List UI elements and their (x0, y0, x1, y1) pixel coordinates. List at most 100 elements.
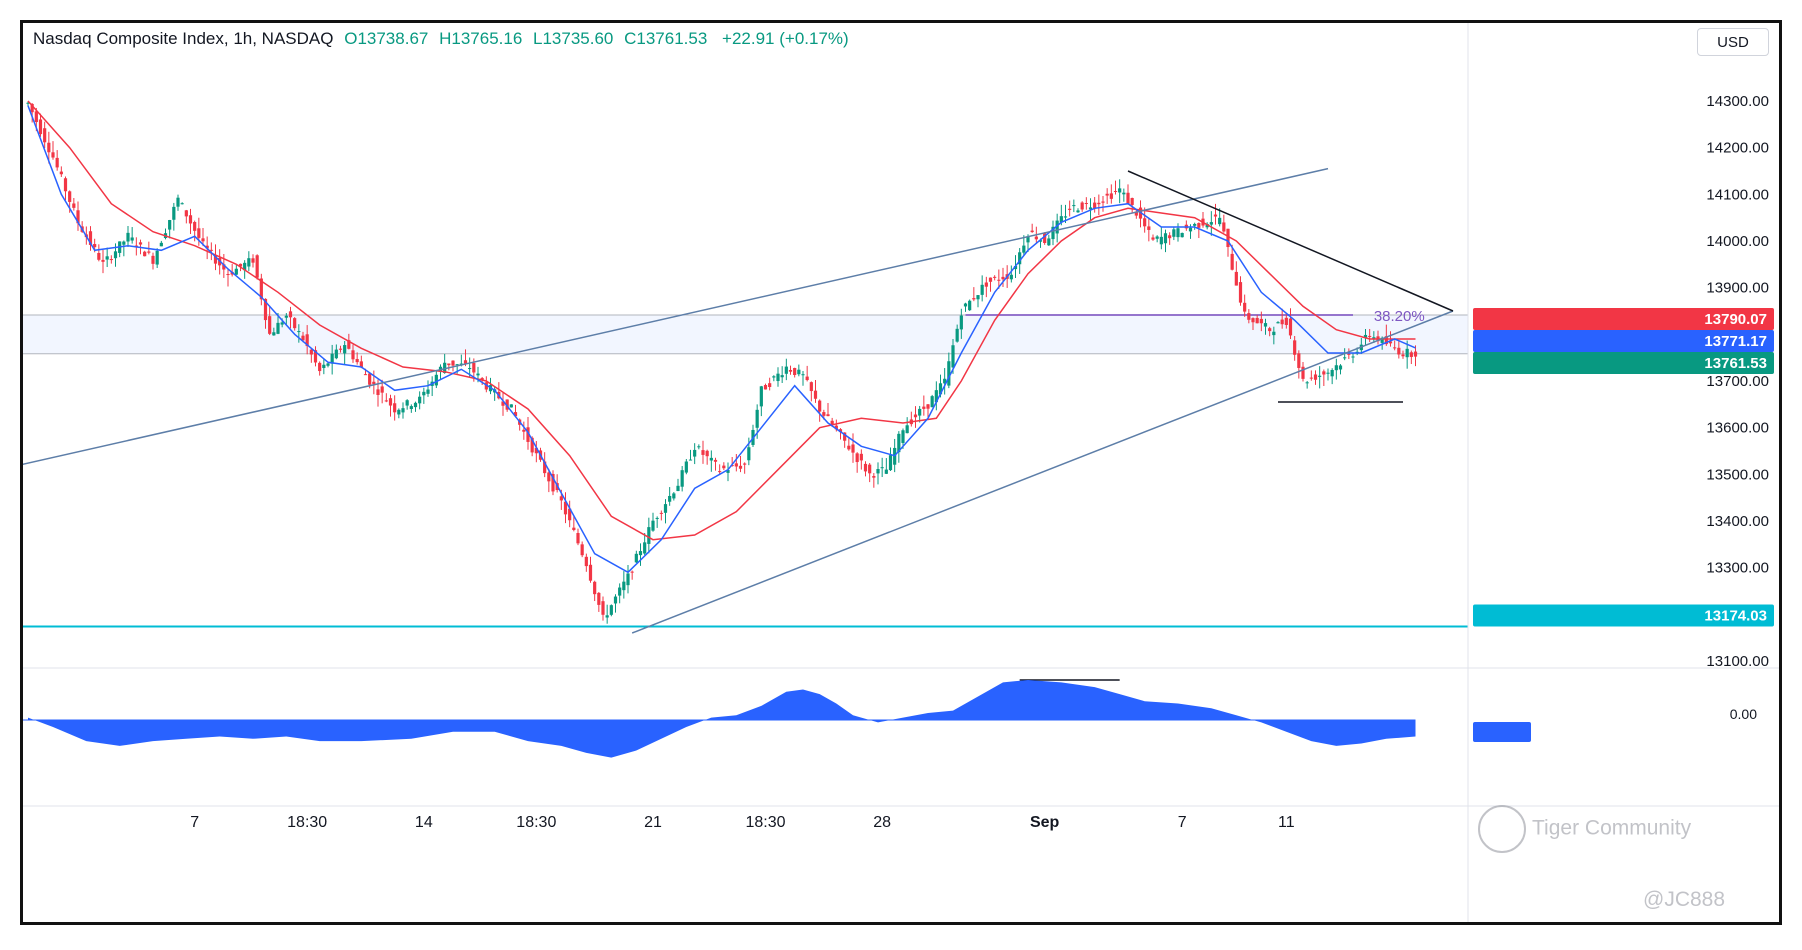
candle-body (1284, 317, 1288, 325)
candle-body (634, 553, 638, 563)
candle-body (534, 447, 538, 454)
candle-body (151, 255, 155, 264)
candle-body (1101, 201, 1105, 203)
candle-body (34, 111, 38, 123)
candle-body (1413, 351, 1418, 357)
candle-body (1072, 205, 1076, 207)
candle-body (1318, 375, 1322, 377)
candle-body (193, 222, 197, 231)
candle-body (759, 386, 763, 407)
tiger-logo-icon (1478, 805, 1526, 853)
candle-body (651, 520, 655, 531)
candle-body (805, 376, 809, 381)
candle-body (1259, 318, 1263, 324)
price-change: +22.91 (+0.17%) (722, 29, 849, 48)
candle-body (1293, 340, 1297, 355)
x-tick-label: 7 (1178, 814, 1187, 831)
candle-body (505, 399, 509, 410)
candle-body (1288, 318, 1293, 336)
candle-body (851, 444, 855, 453)
candle-body (684, 461, 688, 473)
candle-body (422, 391, 426, 396)
candle-body (705, 450, 709, 457)
candle-body (280, 322, 284, 325)
ma-fast-line (27, 105, 1416, 574)
y-tick-label: 13400.00 (1706, 513, 1769, 530)
candle-body (713, 459, 718, 462)
candle-body (1113, 190, 1118, 192)
candle-body (1384, 336, 1388, 345)
candle-body (1168, 235, 1172, 239)
candle-body (1226, 228, 1230, 248)
candle-body (609, 605, 613, 615)
candle-body (413, 402, 418, 408)
candle-body (1409, 352, 1413, 357)
candle-body (88, 231, 93, 245)
candle-body (1263, 323, 1268, 327)
candle-body (959, 315, 963, 330)
candle-body (1243, 302, 1247, 312)
candle-body (997, 279, 1001, 281)
candle-body (984, 282, 988, 287)
candle-body (97, 252, 101, 260)
candle-body (393, 403, 397, 413)
candle-body (1197, 223, 1201, 228)
candle-body (1255, 317, 1259, 324)
candle-body (1334, 365, 1338, 371)
candle-body (372, 381, 376, 385)
candle-body (1218, 217, 1222, 225)
candle-body (663, 504, 668, 513)
y-tick-label: 14200.00 (1706, 140, 1769, 157)
candle-body (434, 374, 438, 386)
candle-body (1401, 354, 1405, 357)
chart-canvas[interactable]: 38.20% 14300.00 14200.00 14100.00 14000.00 13… (23, 23, 1779, 922)
candle-body (197, 228, 201, 238)
price-label-value: 13771.17 (1704, 333, 1767, 350)
candle-body (630, 571, 634, 573)
candle-body (593, 581, 597, 595)
candle-body (784, 366, 788, 374)
drawing-trendline (23, 167, 1329, 466)
candle-body (551, 473, 555, 492)
candle-body (693, 449, 697, 457)
candle-body (59, 171, 63, 175)
fib-zone (23, 314, 1468, 354)
ohlc-low: L13735.60 (533, 29, 614, 48)
price-label-tag (1473, 351, 1774, 374)
candle-body (643, 542, 647, 554)
y-tick-label: 13700.00 (1706, 373, 1769, 390)
candle-body (130, 237, 134, 241)
candle-body (1126, 192, 1130, 205)
candle-body (638, 551, 643, 556)
candle-body (272, 332, 276, 336)
y-tick-label: 13500.00 (1706, 466, 1769, 483)
x-tick-label: 18:30 (745, 814, 785, 831)
candle-body (1188, 227, 1193, 232)
y-tick-label: 13300.00 (1706, 560, 1769, 577)
currency-button[interactable]: USD (1697, 28, 1769, 56)
candle-body (159, 242, 163, 247)
candle-body (926, 404, 930, 409)
candle-body (934, 390, 938, 403)
y-tick-label: 14000.00 (1706, 233, 1769, 250)
candle-body (768, 383, 772, 387)
candle-body (843, 432, 847, 441)
candle-body (1097, 202, 1101, 205)
candle-body (580, 544, 584, 556)
candle-body (809, 382, 813, 392)
candle-body (834, 425, 838, 430)
candle-body (1130, 198, 1134, 205)
candle-body (763, 385, 768, 390)
candle-body (522, 429, 526, 432)
candle-body (680, 470, 684, 487)
candle-body (797, 369, 801, 375)
candle-body (559, 496, 563, 501)
candle-body (747, 447, 751, 461)
candle-body (1347, 353, 1351, 355)
candle-body (1397, 347, 1401, 355)
candle-body (776, 373, 780, 382)
candle-body (313, 350, 318, 363)
candle-body (1343, 357, 1347, 359)
candle-body (963, 303, 968, 307)
y-tick-label: 13600.00 (1706, 420, 1769, 437)
